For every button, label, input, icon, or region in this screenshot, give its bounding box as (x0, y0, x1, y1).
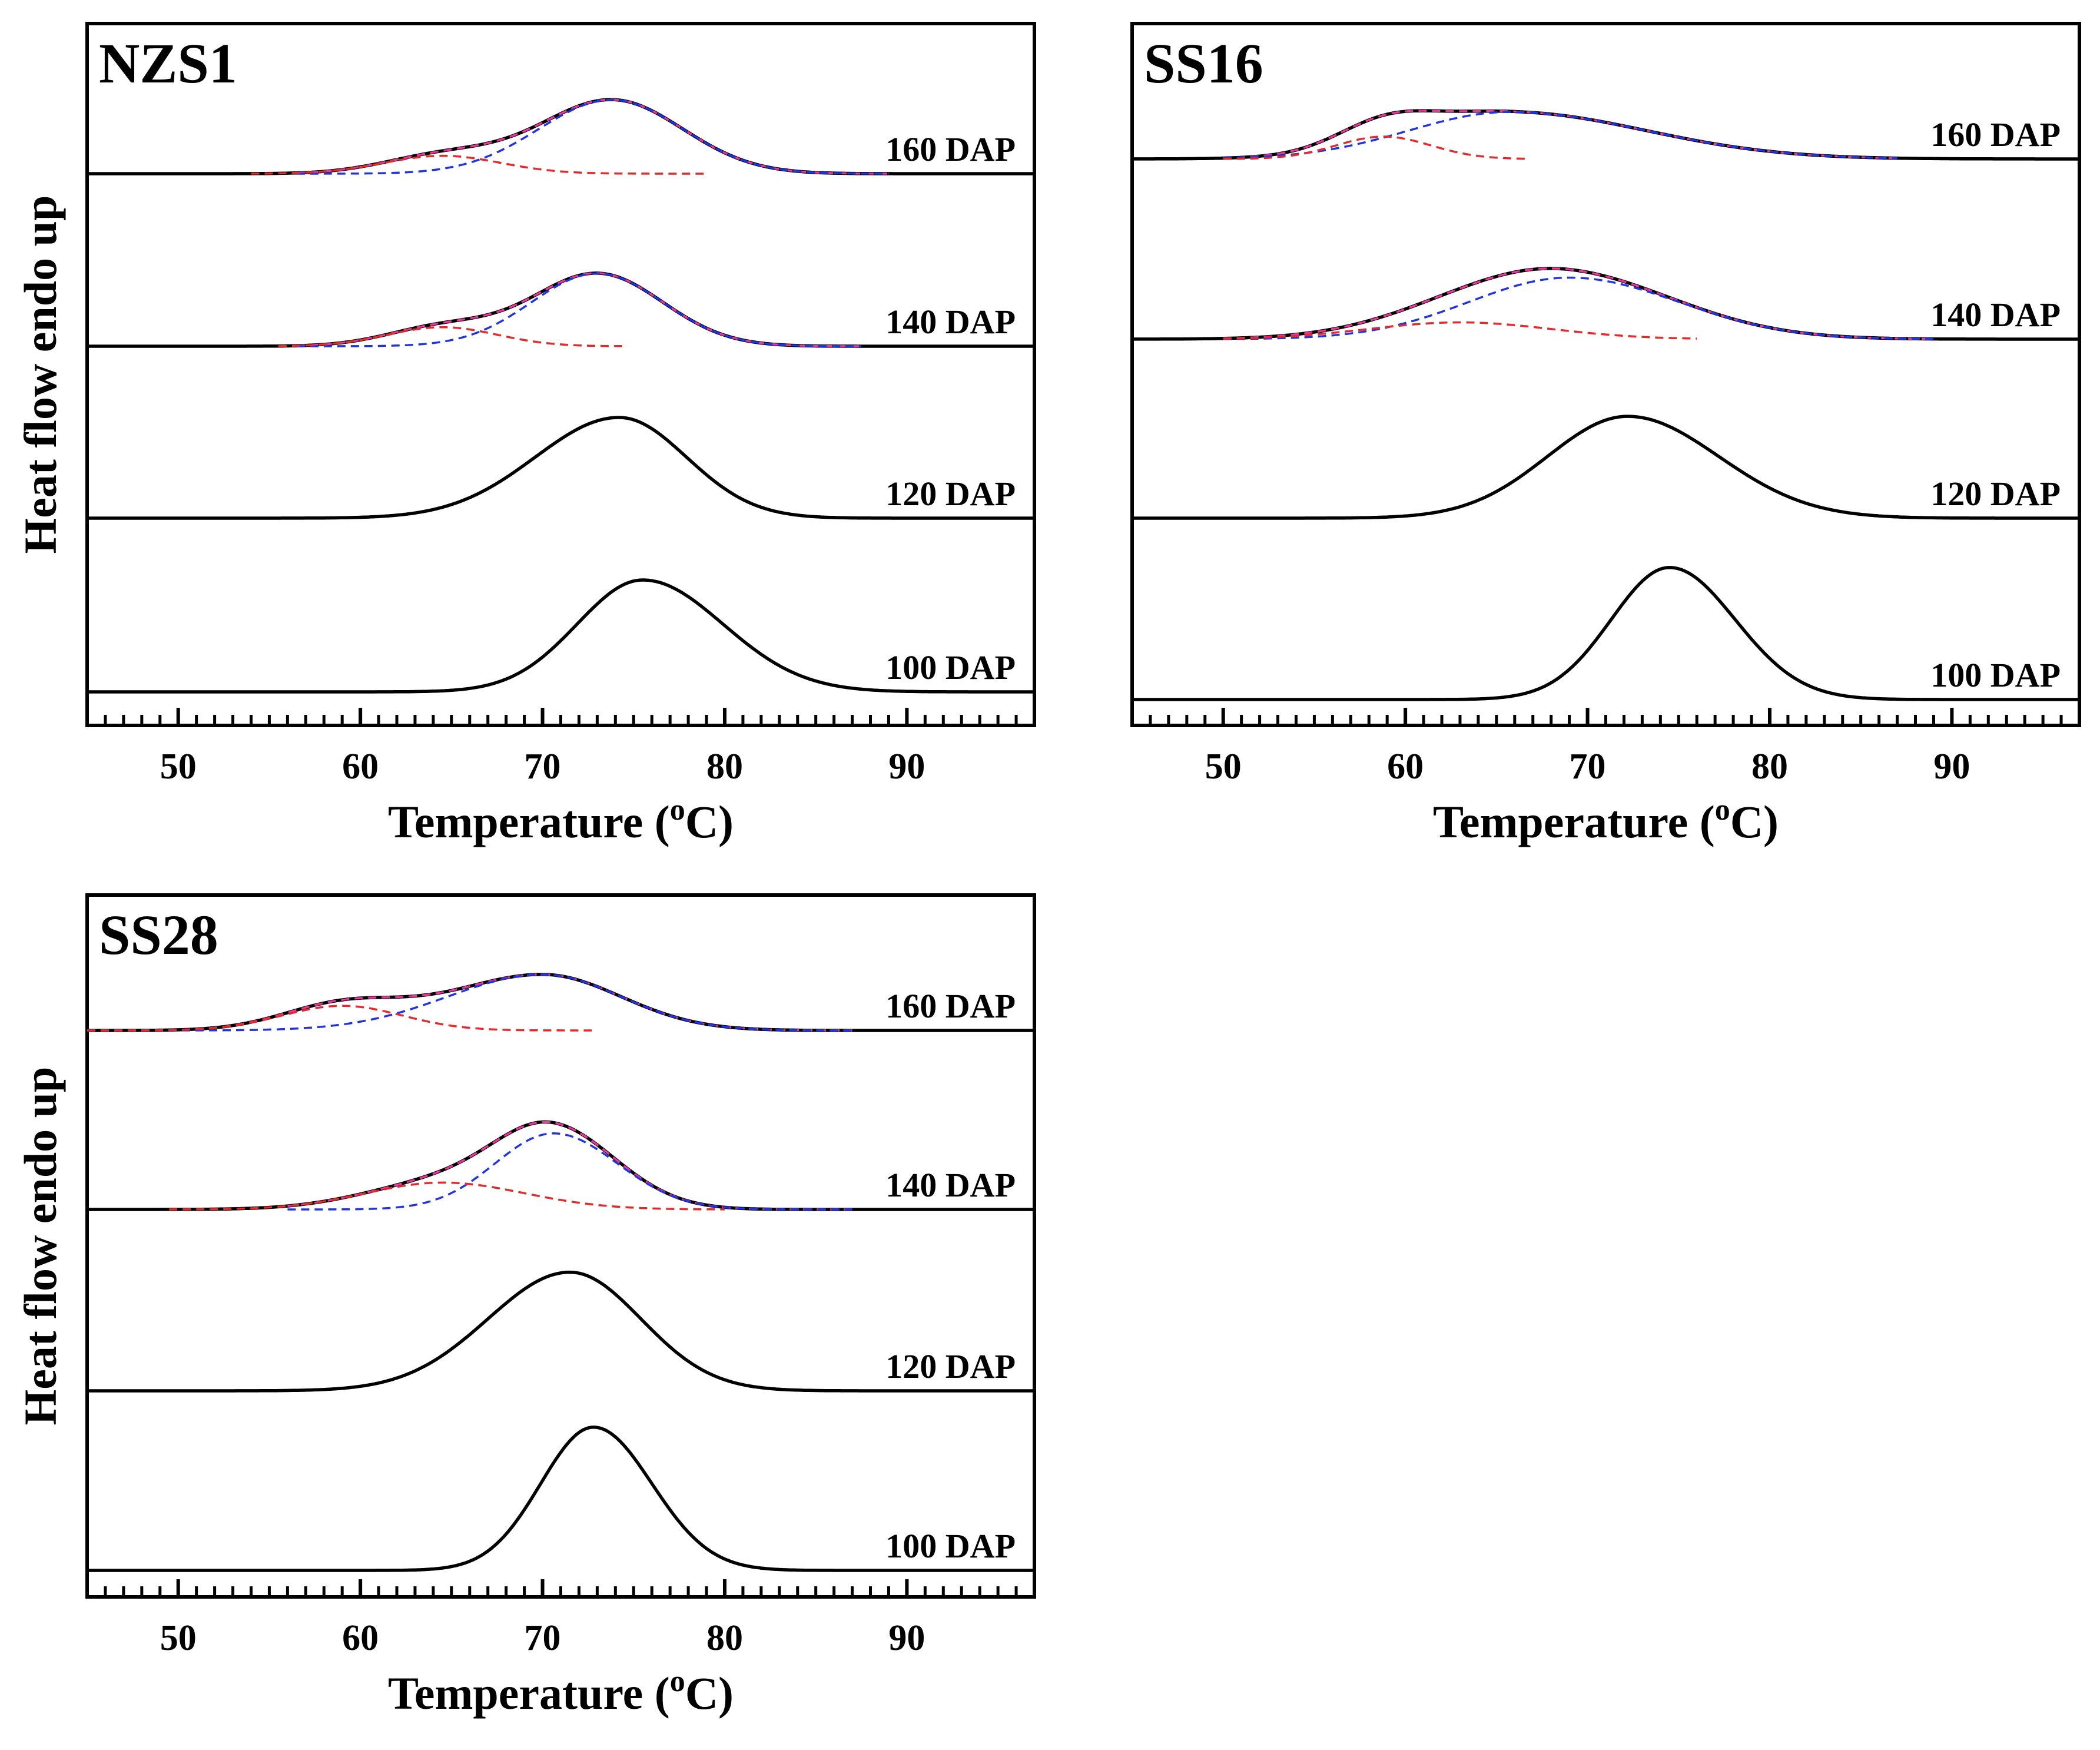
fit-high-temp-curve (287, 1132, 852, 1211)
measured-curve-100-dap (87, 578, 1034, 694)
fit-sum-curve (296, 272, 861, 347)
fit-high-temp-curve (296, 98, 889, 175)
curve-label: 140 DAP (1930, 296, 2061, 334)
panel-title: SS16 (1144, 32, 1263, 95)
fit-low-temp-curve (1223, 135, 1530, 160)
y-axis-title: Heat flow endo up (15, 1067, 66, 1426)
y-axis-title: Heat flow endo up (15, 195, 66, 554)
x-axis-title: Temperature (oC) (1433, 793, 1779, 847)
panel-title: NZS1 (99, 32, 237, 95)
curve-label: 120 DAP (885, 1347, 1016, 1386)
curve-label: 140 DAP (885, 303, 1016, 341)
x-tick-label: 80 (706, 1618, 743, 1658)
x-tick-label: 90 (888, 1618, 925, 1658)
curve-label: 120 DAP (1930, 475, 2061, 513)
measured-curve-100-dap (87, 1426, 1034, 1572)
measured-curve-100-dap (1132, 566, 2079, 701)
measured-curve-120-dap (1132, 415, 2079, 520)
curve-label: 100 DAP (885, 648, 1016, 687)
fit-low-temp-curve (251, 154, 706, 175)
fit-low-temp-curve (87, 1005, 598, 1032)
fit-sum-curve (296, 98, 889, 175)
x-tick-label: 80 (1751, 747, 1788, 787)
fit-high-temp-curve (1223, 111, 1897, 160)
plot-frame (85, 22, 1036, 727)
x-tick-label: 60 (342, 1618, 379, 1658)
panel-ss28: 50 60 70 80 90 Temperature (oC) Heat flow endo… (15, 893, 1036, 1719)
x-tick-label: 70 (1570, 747, 1606, 787)
curve-label: 160 DAP (885, 130, 1016, 168)
fit-low-temp-curve (1223, 321, 1697, 340)
x-tick-label: 60 (342, 747, 379, 787)
panel-ss16: 50 60 70 80 90 Temperature (oC) SS16 100 DAP 120… (1130, 22, 2081, 847)
curve-label: 160 DAP (1930, 115, 2061, 154)
curve-label: 140 DAP (885, 1166, 1016, 1204)
measured-curve-120-dap (87, 1270, 1034, 1393)
x-axis-title: Temperature (oC) (388, 1665, 734, 1719)
x-tick-label: 60 (1387, 747, 1424, 787)
curve-label: 120 DAP (885, 475, 1016, 513)
fit-high-temp-curve (296, 272, 861, 347)
x-axis-title: Temperature (oC) (388, 793, 734, 847)
x-tick-label: 50 (160, 1618, 197, 1658)
fit-sum-curve (87, 973, 852, 1032)
fit-low-temp-curve (169, 1181, 725, 1211)
fit-low-temp-curve (278, 326, 625, 347)
x-tick-label: 50 (160, 747, 197, 787)
curve-label: 100 DAP (1930, 656, 2061, 694)
x-tick-label: 90 (1933, 747, 1970, 787)
curve-label: 100 DAP (885, 1527, 1016, 1565)
x-tick-label: 80 (706, 747, 743, 787)
curve-label: 160 DAP (885, 987, 1016, 1025)
x-tick-label: 70 (525, 747, 561, 787)
measured-curve-120-dap (87, 416, 1034, 520)
measured-curve-160-dap (1132, 109, 2079, 161)
x-tick-label: 90 (888, 747, 925, 787)
panel-nzs1: 50 60 70 80 90 Temperature (oC) Heat flow endo… (15, 22, 1036, 847)
x-tick-label: 50 (1205, 747, 1242, 787)
fit-high-temp-curve (87, 973, 852, 1032)
fit-sum-curve (287, 1121, 852, 1211)
fit-sum-curve (1223, 267, 1934, 340)
x-tick-label: 70 (525, 1618, 561, 1658)
panel-title: SS28 (99, 903, 218, 966)
